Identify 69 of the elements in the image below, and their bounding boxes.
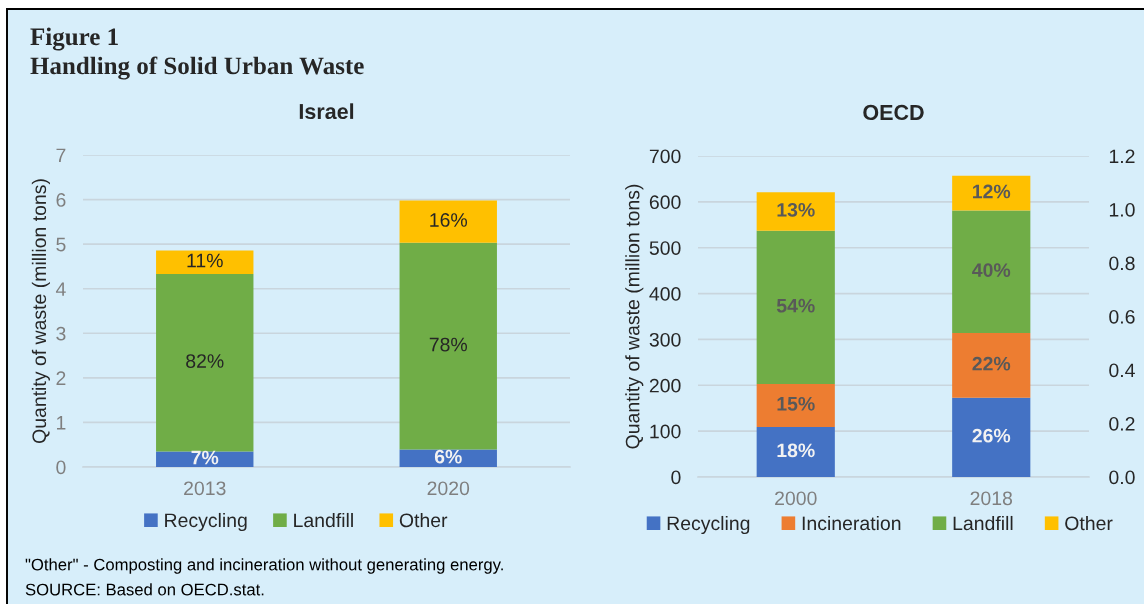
bar	[156, 250, 254, 275]
y-tick-label: 5	[56, 237, 66, 252]
y2-tick-label: 1.0	[1109, 202, 1135, 217]
annotation: 13%	[777, 202, 815, 217]
bar	[156, 274, 254, 452]
y-tick-label: 2	[56, 371, 66, 385]
y2-tick-label: 0.4	[1109, 363, 1135, 378]
annotation: 22%	[972, 356, 1011, 371]
y-axis-title: Quantity of waste (million tons)	[31, 179, 50, 443]
legend-label: Other	[399, 512, 448, 528]
x-tick-label: 2013	[184, 481, 226, 496]
bar	[156, 451, 254, 467]
y2-tick-label: 0.6	[1109, 309, 1135, 324]
y-tick-label: 7	[56, 148, 66, 163]
annotation: 15%	[777, 396, 815, 411]
annotation: 18%	[777, 443, 815, 458]
y-tick-label: 3	[56, 326, 66, 341]
bar	[952, 333, 1031, 398]
annotation: 16%	[430, 213, 468, 227]
legend-label: Other	[1065, 515, 1113, 531]
y-tick-label: 6	[56, 193, 66, 207]
y-tick-label: 500	[649, 241, 681, 255]
legend-label: Recycling	[165, 512, 247, 532]
y2-tick-label: 0.0	[1109, 470, 1135, 485]
annotation: 12%	[973, 184, 1011, 199]
y-tick-label: 200	[649, 378, 681, 393]
chart-title: Israel	[299, 103, 354, 120]
bar	[952, 397, 1031, 477]
bar	[399, 200, 497, 243]
bar	[756, 383, 835, 428]
y-tick-label: 400	[649, 287, 681, 301]
annotation: 82%	[186, 354, 224, 368]
bar	[756, 230, 835, 384]
bar	[756, 427, 835, 477]
annotation: 26%	[972, 428, 1011, 443]
legend-label: Recycling	[667, 515, 750, 535]
chart-title: OECD	[863, 104, 924, 121]
annotation: 40%	[972, 263, 1011, 278]
x-tick-label: 2020	[427, 481, 470, 496]
y2-tick-label: 0.2	[1109, 416, 1135, 431]
annotation: 7%	[191, 450, 219, 465]
y-tick-label: 300	[649, 332, 681, 347]
text: "Other" - Composting and incineration without generating energy.	[25, 558, 503, 574]
y2-tick-label: 0.8	[1109, 256, 1135, 271]
y-axis-title: Quantity of waste (million tons)	[625, 184, 644, 449]
text: Figure 1	[30, 27, 118, 51]
legend-label: Landfill	[294, 512, 353, 528]
bar	[952, 175, 1031, 211]
bar	[756, 192, 835, 231]
annotation: 54%	[776, 298, 815, 313]
legend-label: Landfill	[953, 515, 1013, 531]
y2-tick-label: 1.2	[1109, 149, 1135, 164]
legend-label: Incineration	[802, 515, 901, 531]
y-tick-label: 700	[649, 149, 681, 164]
y-tick-label: 0	[56, 460, 66, 475]
y-tick-label: 600	[649, 195, 681, 210]
source-note: SOURCE: Based on OECD.stat.	[25, 583, 264, 596]
x-tick-label: 2018	[970, 491, 1013, 506]
bar	[399, 242, 497, 450]
y-tick-label: 4	[55, 282, 66, 296]
y-tick-label: 0	[671, 470, 681, 485]
annotation: 78%	[429, 337, 468, 352]
annotation: 6%	[434, 449, 462, 464]
annotation: 11%	[187, 253, 223, 268]
bar	[952, 210, 1031, 334]
y-tick-label: 1	[57, 416, 66, 430]
x-tick-label: 2000	[775, 491, 817, 506]
y-tick-label: 100	[650, 424, 681, 439]
text: Handling of Solid Urban Waste	[30, 56, 364, 80]
